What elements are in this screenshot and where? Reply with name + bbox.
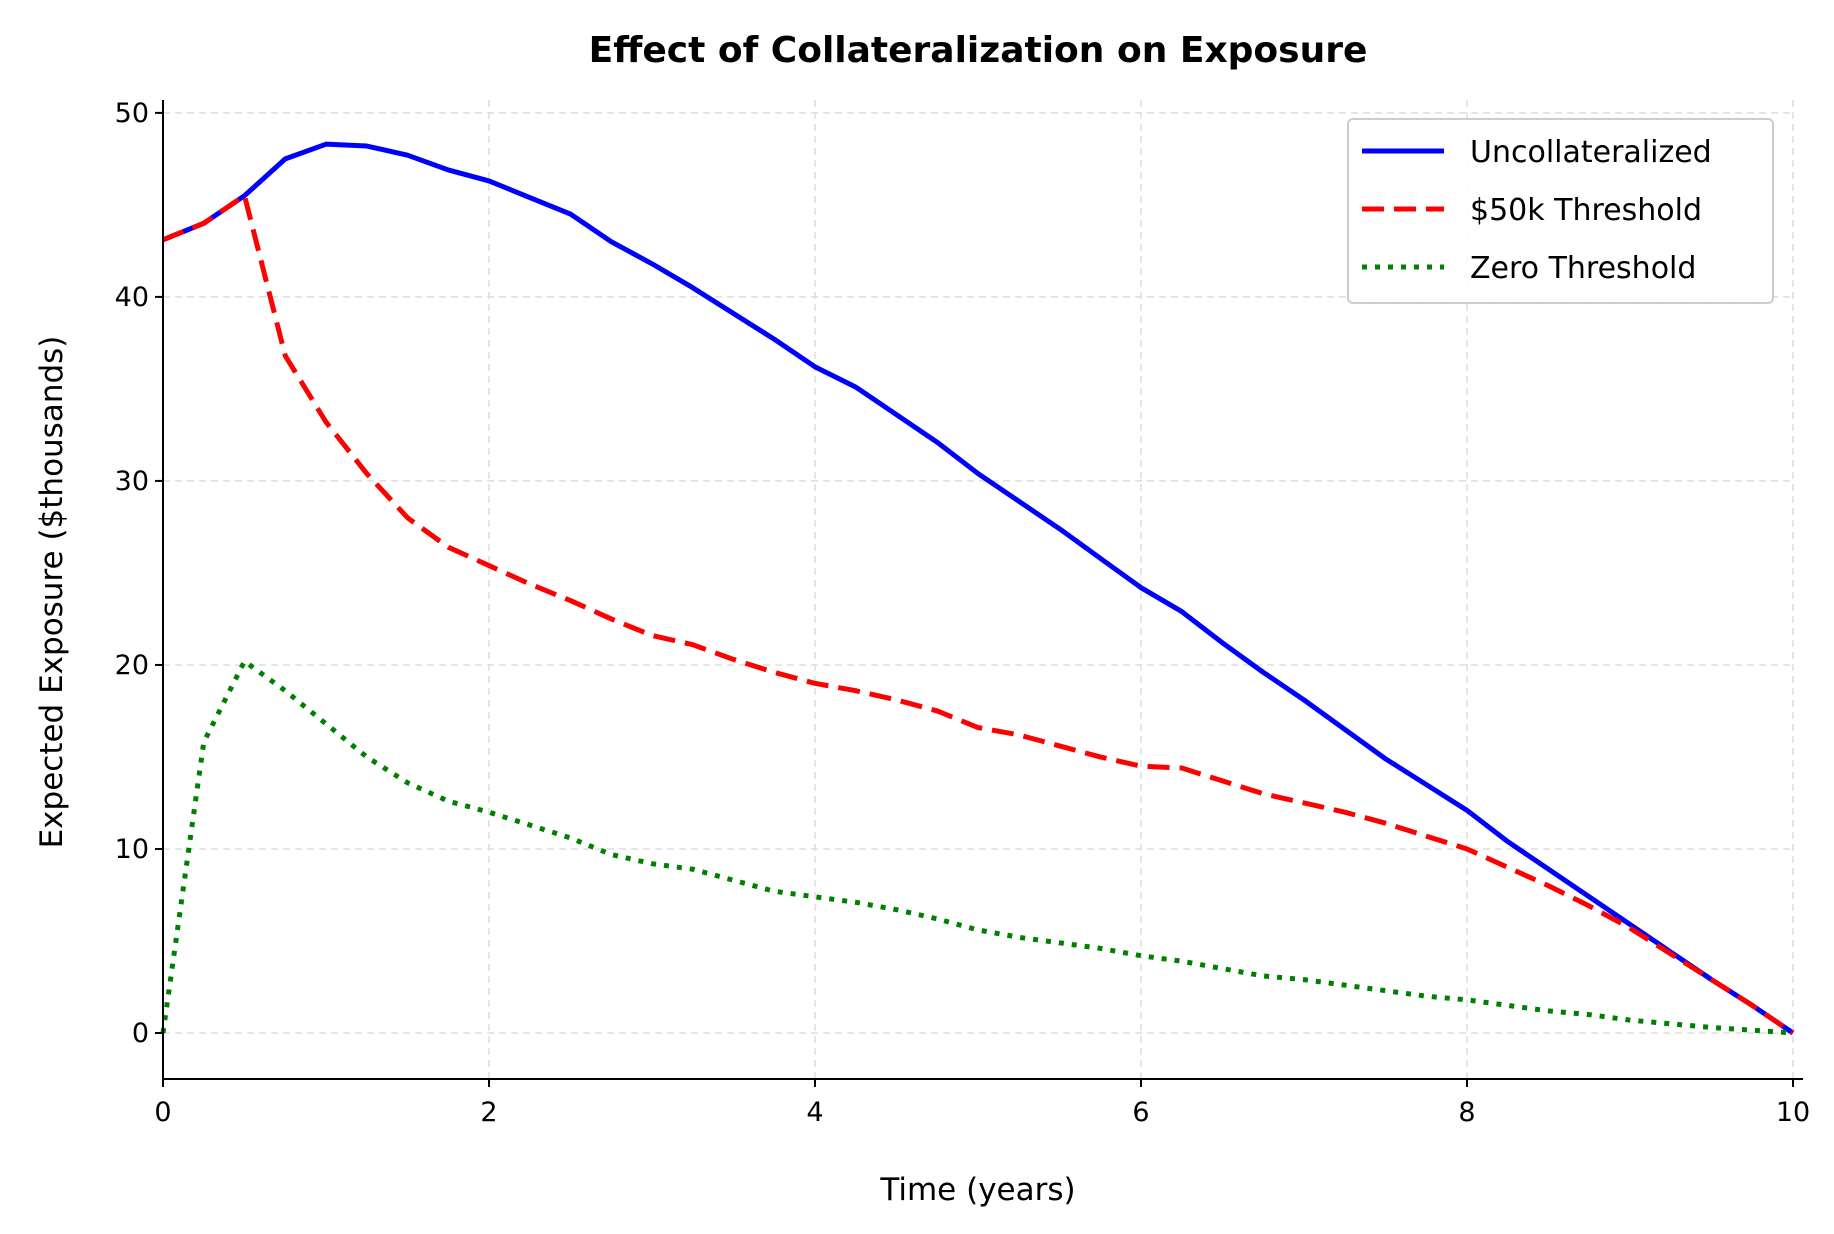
y-tick-label: 0 (132, 1018, 149, 1049)
legend-label: Uncollateralized (1470, 135, 1712, 170)
legend-label: Zero Threshold (1470, 251, 1696, 286)
series-line-zero-threshold (160, 658, 1794, 1036)
chart-title: Effect of Collateralization on Exposure (589, 30, 1368, 71)
legend-box (1347, 118, 1774, 304)
y-tick-label: 30 (115, 466, 149, 497)
x-tick-label: 6 (1132, 1097, 1149, 1128)
y-axis-label: Expected Exposure ($thousands) (34, 336, 70, 849)
axes: 0 2 4 6 8 10 0 10 20 30 40 50 (115, 98, 1811, 1128)
y-tick-label: 40 (115, 282, 149, 313)
x-tick-label: 4 (806, 1097, 823, 1128)
legend: Uncollateralized $50k Threshold Zero Thres… (1347, 118, 1774, 304)
x-tick-label: 10 (1776, 1097, 1810, 1128)
series-line-uncollateralized (162, 141, 1795, 1036)
legend-label: $50k Threshold (1470, 193, 1702, 228)
series-lines (160, 141, 1795, 1036)
x-tick-label: 2 (480, 1097, 497, 1128)
x-axis-label: Time (years) (879, 1172, 1075, 1208)
x-tick-label: 0 (154, 1097, 171, 1128)
x-tick-label: 8 (1458, 1097, 1475, 1128)
series-line-50k-threshold (162, 193, 1795, 1036)
y-tick-label: 20 (115, 650, 149, 681)
y-tick-label: 10 (115, 834, 149, 865)
y-tick-label: 50 (115, 98, 149, 129)
